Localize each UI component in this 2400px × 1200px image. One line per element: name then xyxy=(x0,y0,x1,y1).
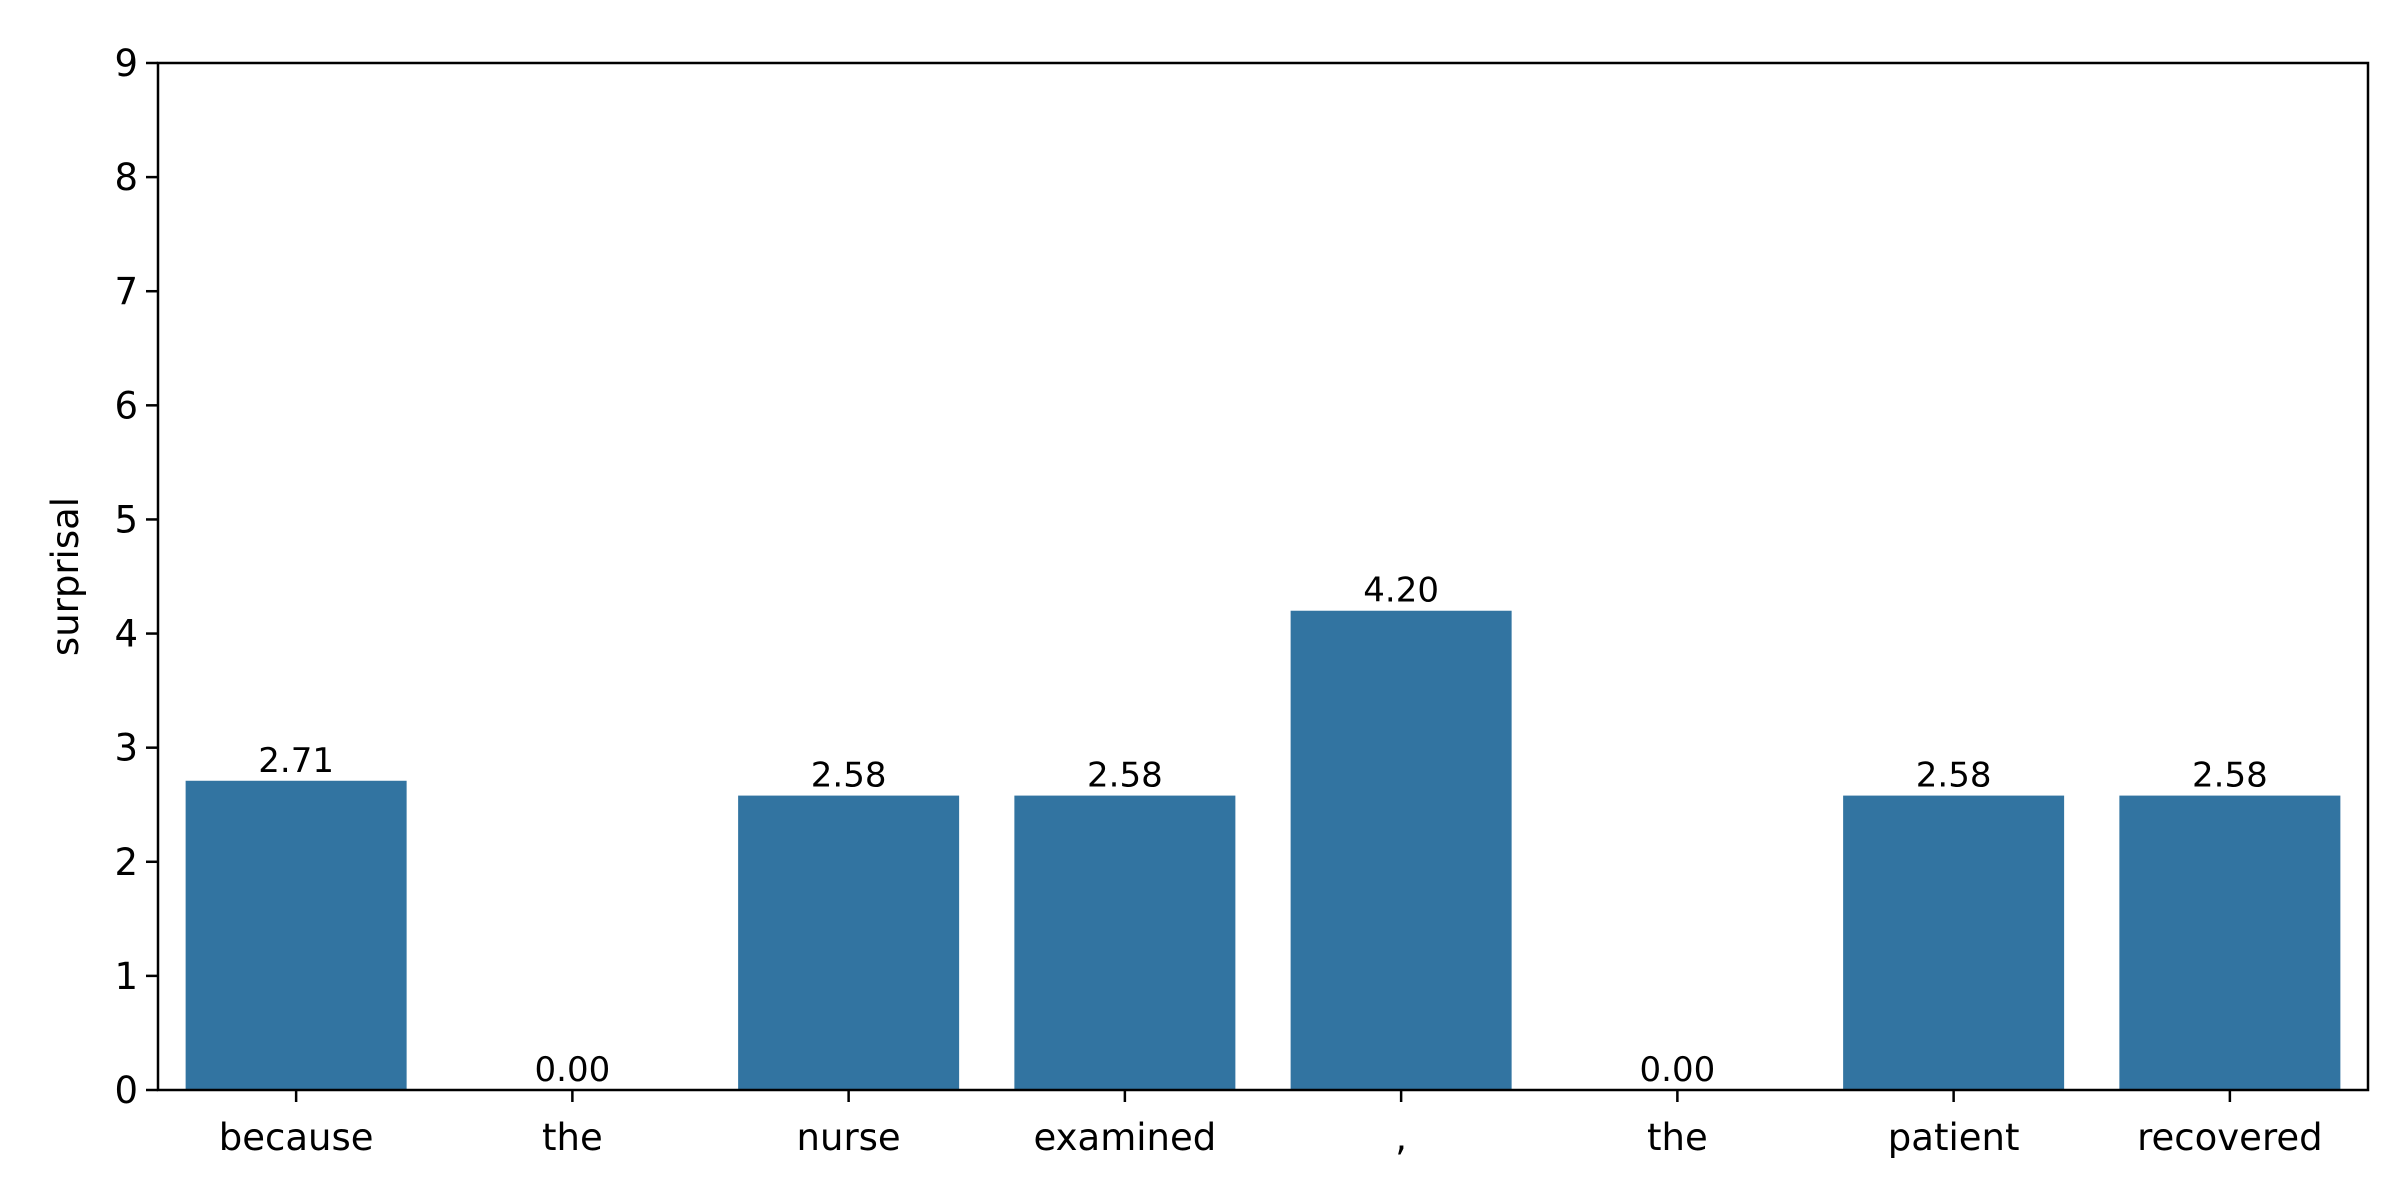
data-label-1: 0.00 xyxy=(535,1050,611,1090)
data-label-7: 2.58 xyxy=(2192,756,2268,796)
data-label-0: 2.71 xyxy=(258,741,334,781)
x-tick-label-1: the xyxy=(542,1116,603,1159)
bar-0 xyxy=(185,780,407,1090)
bar-2 xyxy=(738,795,960,1090)
x-axis: because the nurse examined, the patient recove… xyxy=(219,1090,2323,1159)
bar-7 xyxy=(2119,795,2341,1090)
x-tick-label-4: , xyxy=(1395,1116,1407,1159)
y-tick-label-8: 8 xyxy=(114,156,138,199)
data-label-6: 2.58 xyxy=(1916,756,1992,796)
y-tick-label-2: 2 xyxy=(114,841,138,884)
y-tick-label-7: 7 xyxy=(114,270,138,313)
x-tick-label-7: recovered xyxy=(2137,1116,2322,1159)
data-label-3: 2.58 xyxy=(1087,756,1163,796)
bar-4 xyxy=(1290,610,1512,1090)
x-tick-label-0: because xyxy=(219,1116,374,1159)
bar-6 xyxy=(1843,795,2065,1090)
x-tick-label-6: patient xyxy=(1888,1116,2020,1159)
data-labels-layer: 2.71 0.00 2.58 2.58 4.20 0.00 2.58 2.58 xyxy=(258,571,2267,1090)
y-tick-label-9: 9 xyxy=(114,42,138,85)
y-tick-label-4: 4 xyxy=(114,613,138,656)
y-tick-label-3: 3 xyxy=(114,727,138,770)
data-label-5: 0.00 xyxy=(1640,1050,1716,1090)
y-tick-label-5: 5 xyxy=(114,498,138,541)
y-axis-title: surprisal xyxy=(44,497,87,656)
x-tick-label-2: nurse xyxy=(797,1116,901,1159)
bar-3 xyxy=(1014,795,1236,1090)
data-label-2: 2.58 xyxy=(811,756,887,796)
y-axis: 0 1 2 3 4 5 6 7 8 9 xyxy=(114,42,158,1112)
bars-layer xyxy=(185,610,2341,1090)
y-tick-label-1: 1 xyxy=(114,955,138,998)
y-tick-label-0: 0 xyxy=(114,1069,138,1112)
data-label-4: 4.20 xyxy=(1363,571,1439,611)
plot-frame xyxy=(156,61,2370,1092)
y-tick-label-6: 6 xyxy=(114,384,138,427)
x-tick-label-3: examined xyxy=(1034,1116,1217,1159)
x-tick-label-5: the xyxy=(1647,1116,1708,1159)
